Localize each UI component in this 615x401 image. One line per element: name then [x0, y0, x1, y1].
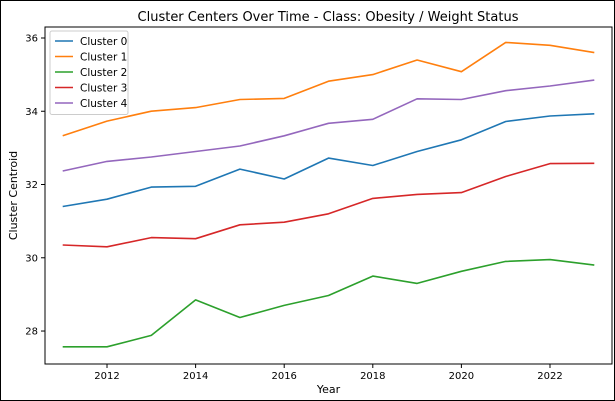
- series-line-cluster-2: [62, 258, 595, 348]
- x-tick-label: 2012: [94, 371, 119, 382]
- x-tick-label: 2014: [183, 371, 208, 382]
- x-axis-ticks: 2012 2014 2016 2018 2020 2022: [94, 364, 563, 382]
- x-tick-label: 2022: [537, 371, 562, 382]
- x-axis-label: Year: [316, 383, 341, 396]
- x-tick-label: 2020: [449, 371, 474, 382]
- y-axis-label: Cluster Centroid: [7, 151, 20, 240]
- y-tick-label: 36: [25, 33, 38, 44]
- series-line-cluster-3: [62, 162, 595, 248]
- y-tick-label: 32: [25, 180, 38, 191]
- legend-box: [49, 30, 129, 115]
- x-tick-label: 2016: [271, 371, 296, 382]
- legend-label: Cluster 4: [80, 98, 128, 110]
- x-tick-label: 2018: [360, 371, 385, 382]
- y-tick-label: 28: [25, 327, 38, 338]
- chart-title: Cluster Centers Over Time - Class: Obesi…: [138, 10, 519, 25]
- legend: Cluster 0 Cluster 1 Cluster 2 Cluster 3 Clus…: [49, 30, 129, 115]
- y-tick-label: 30: [25, 253, 38, 264]
- series-line-cluster-1: [62, 41, 595, 137]
- y-axis-ticks: 28 30 32 34 36: [25, 33, 45, 338]
- y-tick-label: 34: [25, 107, 38, 118]
- legend-label: Cluster 0: [80, 36, 127, 48]
- plot-area: [44, 26, 613, 365]
- legend-label: Cluster 2: [80, 67, 127, 79]
- series-layer: [62, 41, 595, 348]
- series-line-cluster-0: [62, 113, 595, 208]
- legend-label: Cluster 1: [80, 51, 127, 63]
- series-line-cluster-4: [62, 79, 595, 172]
- legend-label: Cluster 3: [80, 82, 127, 94]
